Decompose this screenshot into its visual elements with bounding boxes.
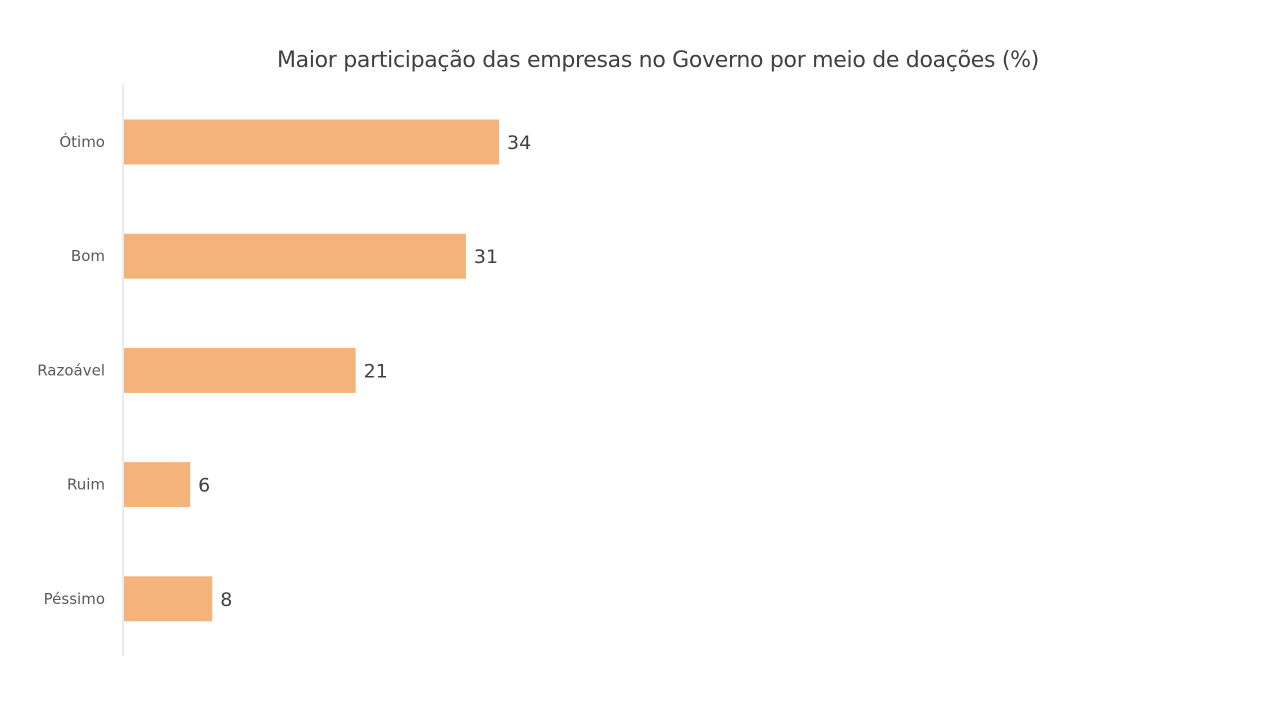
bars-group: Ótimo 34 Bom 31 Razoável 21 Ruim 6 Péssimo 8: [37, 119, 531, 622]
category-label: Razoável: [37, 361, 105, 379]
data-label: 8: [220, 589, 232, 611]
category-label: Bom: [71, 247, 105, 265]
category-label: Ruim: [67, 476, 105, 494]
bar-3: [124, 462, 191, 508]
bar-4: [124, 576, 213, 622]
data-label: 6: [198, 475, 210, 497]
data-label: 21: [364, 360, 388, 382]
chart-title: Maior participação das empresas no Gover…: [276, 48, 1040, 73]
data-label: 34: [507, 132, 531, 154]
bar-1: [124, 233, 466, 279]
category-label: Péssimo: [44, 590, 105, 608]
category-label: Ótimo: [59, 132, 105, 151]
bar-0: [124, 119, 500, 165]
bar-2: [124, 347, 356, 393]
data-label: 31: [474, 246, 498, 268]
